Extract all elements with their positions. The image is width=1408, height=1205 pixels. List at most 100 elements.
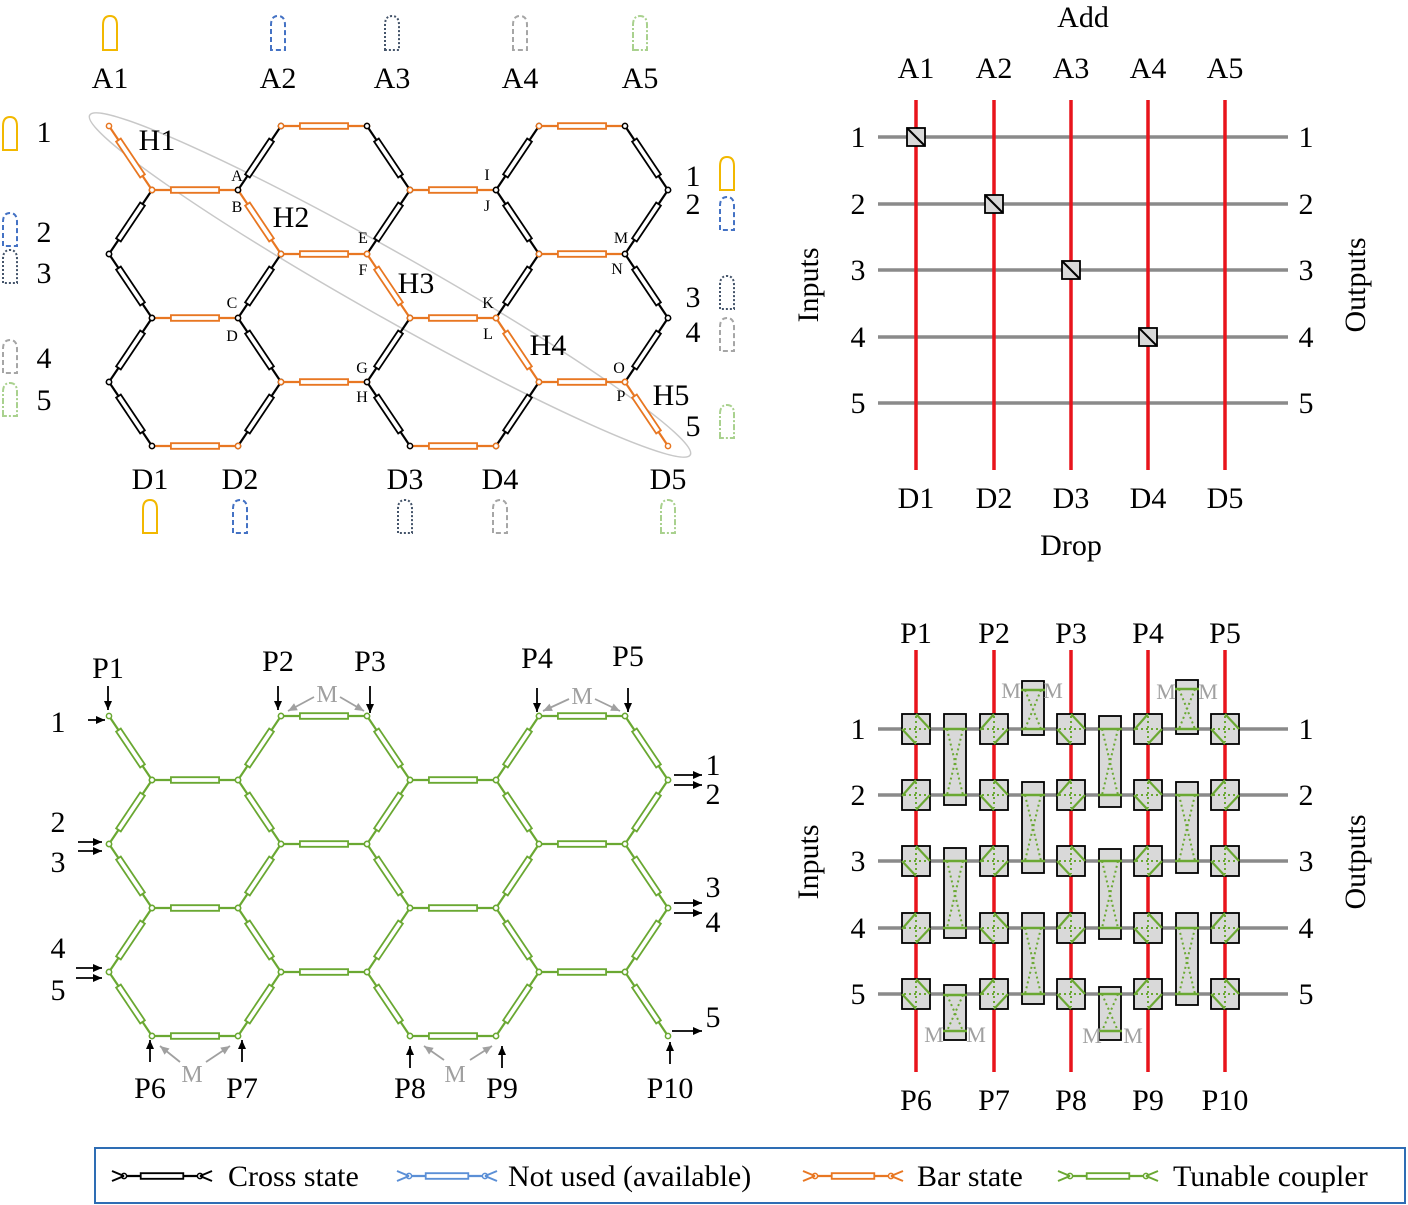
coupler-arm [1133,927,1149,944]
mesh-coupler [535,712,629,720]
arrow-head [693,781,702,789]
switch-cell [901,978,931,1010]
coupler-cross [1101,860,1119,929]
mesh-coupler [406,186,500,194]
port-icon-2 [270,14,286,51]
arrow-head [93,974,102,982]
mesh-coupler [363,186,414,258]
coupler-arm [915,713,931,730]
coupler-waveguides [299,840,349,848]
coupler-waveguides [243,727,276,769]
coupler-node [105,840,113,848]
switch-cell [979,978,1009,1010]
input-row-label: 3 [851,845,866,878]
coupler-cross [1024,927,1042,995]
coupler-waveguides [830,1172,876,1180]
node-label: C [227,295,238,312]
coupler-waveguides [372,919,405,961]
coupler-node [621,968,629,976]
mesh-coupler [492,840,543,912]
coupler-arm [1224,845,1240,862]
drop-port-label: D2 [222,463,259,496]
drop-port-label: D5 [650,463,687,496]
arrow-head [693,1027,702,1035]
output-arrow [674,909,702,917]
input-arrow [76,974,102,982]
input-port-label: 4 [51,932,66,965]
coupler-cross [1101,993,1119,1032]
coupler-node [492,314,500,322]
coupler-arm [1070,713,1086,730]
legend-swatch-arm [1145,1170,1159,1177]
coupler-waveguides [630,329,663,371]
mesh-coupler [234,776,285,848]
output-port-label: 1 [706,749,721,782]
coupler-waveguides [372,201,405,243]
arrow-head [543,703,553,711]
coupler-node [664,314,672,322]
outputs-axis-title: Outputs [1339,237,1372,332]
coupler-node [363,712,371,720]
coupler-cross [946,994,964,1032]
coupler-arm [1070,794,1086,811]
drop-port-label: D2 [976,482,1013,515]
port-icon-5 [660,498,676,534]
arrow-head [693,899,702,907]
port-arrow [498,1046,506,1068]
port-label: P8 [394,1072,426,1105]
port-icon-4 [719,316,735,352]
drop-port-label: D3 [387,463,424,496]
arrow-head [406,1046,414,1055]
output-port-label: 4 [706,906,721,939]
input-row-label: 5 [851,978,866,1011]
mesh-coupler [148,314,242,322]
hop-label: H1 [139,124,176,157]
legend-swatch-arm [199,1175,213,1182]
coupler-waveguides [372,983,405,1025]
arrow-head [93,964,102,972]
output-port-label: 1 [686,160,701,193]
coupler-node [234,186,242,194]
port-label: P4 [1132,617,1164,650]
mesh-coupler [105,904,156,976]
coupler-cross [1178,794,1196,862]
coupler-arm [901,860,917,877]
switch-cell [1133,713,1163,745]
legend-label: Cross state [228,1160,359,1193]
input-arrow [76,964,102,972]
coupler-waveguides [170,314,220,322]
mesh-coupler [277,250,371,258]
port-arrow [104,686,112,710]
coupler-waveguides [243,855,276,897]
output-row-label: 1 [1299,713,1314,746]
input-row-label: 5 [851,387,866,420]
node-label: E [358,230,368,247]
port-label: P10 [647,1072,694,1105]
coupler-arm [1133,978,1149,996]
switch-cell [1056,779,1086,811]
legend-swatch-arm [396,1175,410,1182]
mesh-coupler [535,968,629,976]
coupler-arm [1224,794,1240,811]
legend-swatch-arm [1145,1175,1159,1182]
add-port-label: A1 [92,62,129,95]
mesh-coupler [363,840,414,912]
coupler-node [535,250,543,258]
coupler-waveguides [630,919,663,961]
legend-item: Cross state [111,1160,359,1193]
input-port-label: 2 [37,216,52,249]
coupler-waveguides [243,265,276,307]
port-icon-4 [2,338,18,374]
coupler-node [148,442,156,450]
coupler-node [406,1032,414,1040]
coupler-node [234,1032,242,1040]
coupler-arm [1224,713,1240,730]
coupler-arm [1056,993,1072,1010]
outputs-axis-title: Outputs [1339,814,1372,909]
mesh-coupler [277,840,371,848]
coupler-waveguides [372,137,405,179]
legend-swatch-arm [890,1175,904,1182]
legend-swatch-arm [396,1170,410,1177]
output-port-label: 4 [686,316,701,349]
coupler-cross [946,728,964,796]
